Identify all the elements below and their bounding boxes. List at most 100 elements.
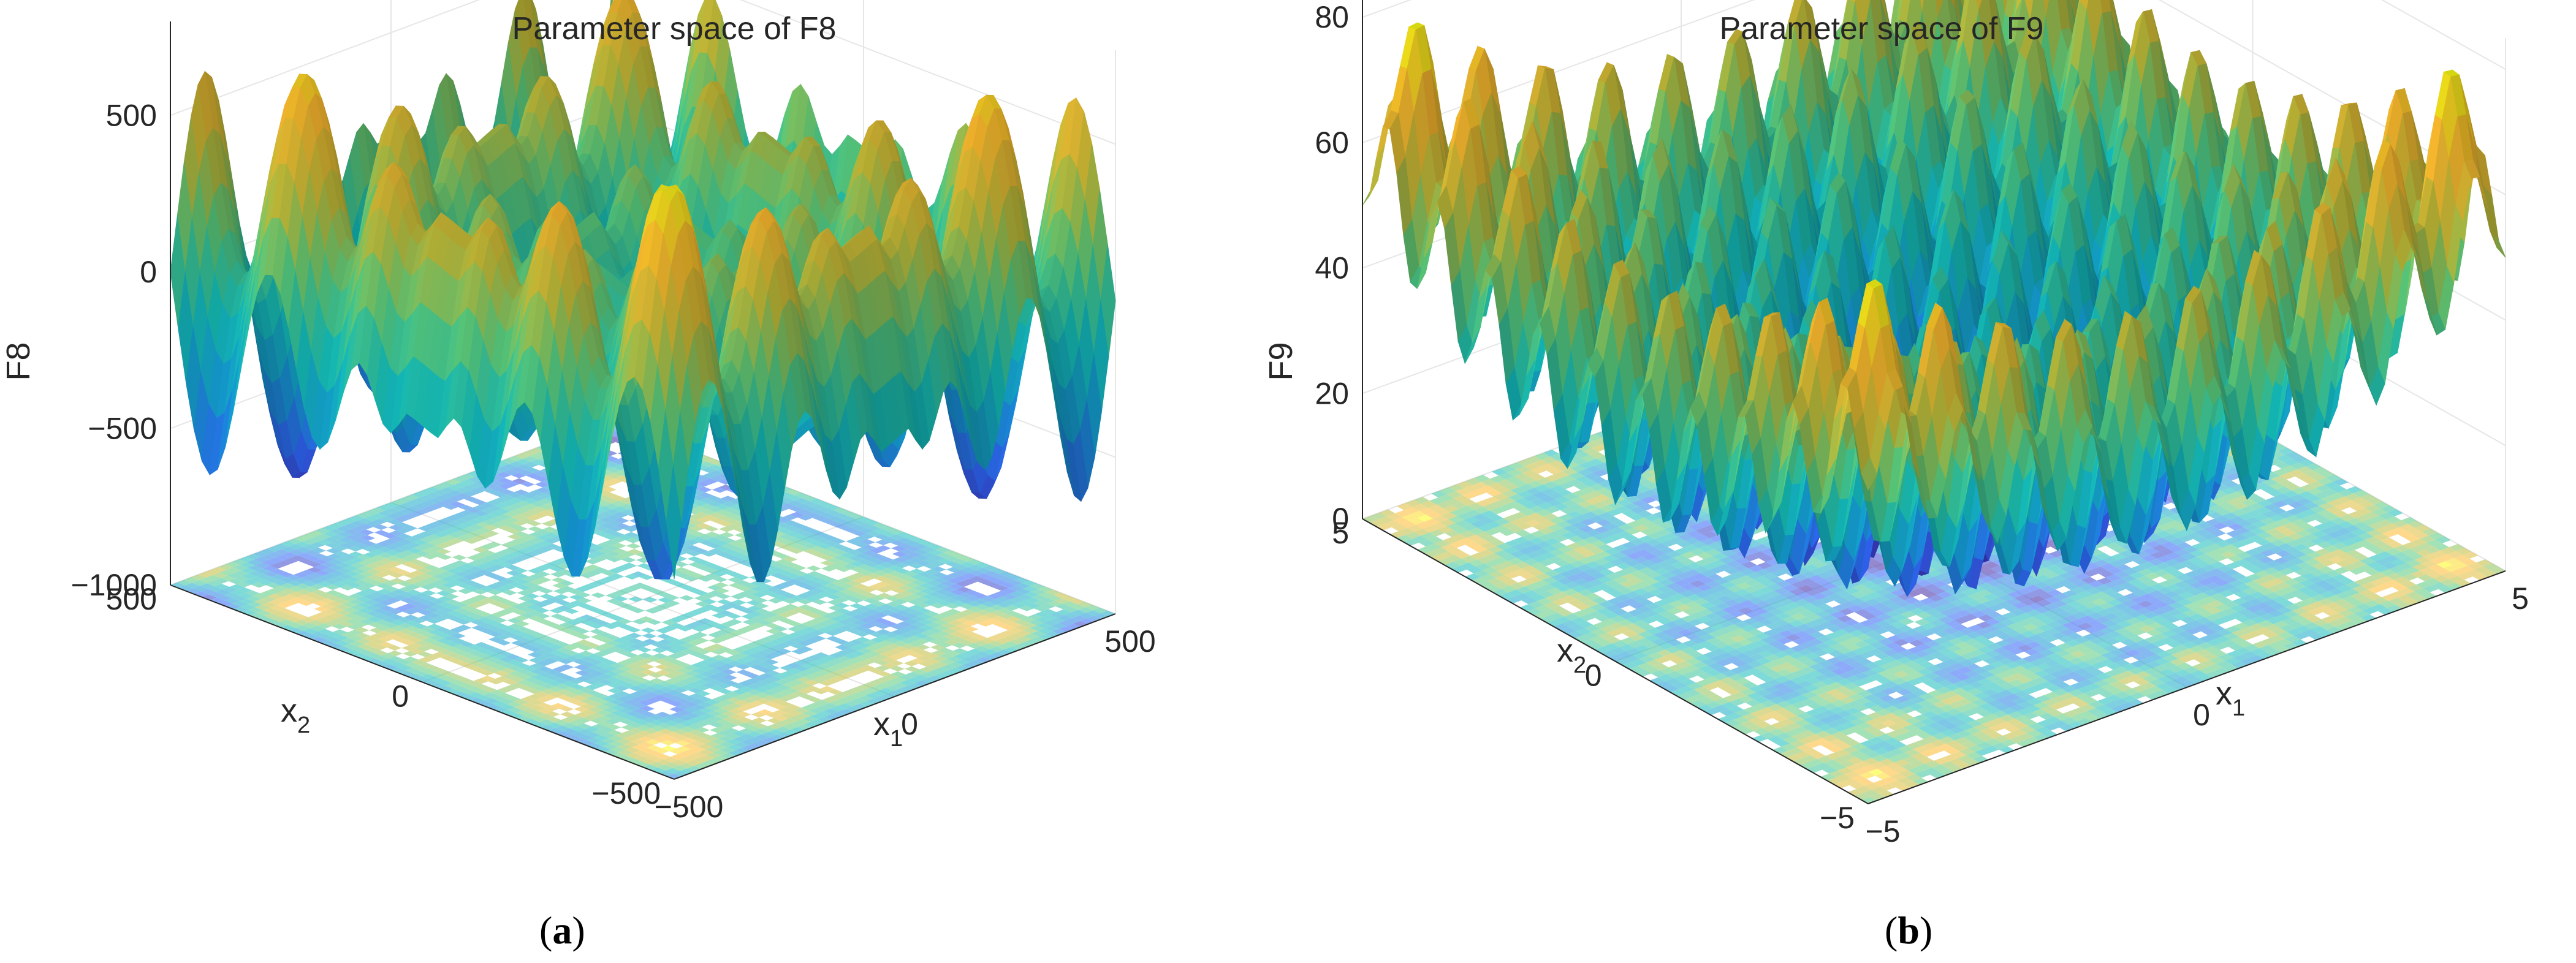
- contour-cell: [462, 658, 477, 664]
- contour-cell: [595, 657, 610, 663]
- contour-cell: [519, 643, 534, 649]
- contour-cell: [351, 610, 367, 616]
- contour-cell: [722, 674, 737, 681]
- contour-cell: [710, 643, 725, 649]
- contour-cell: [441, 576, 456, 583]
- contour-cell: [477, 659, 493, 665]
- contour-cell: [343, 518, 358, 524]
- contour-cell: [786, 704, 802, 711]
- contour-cell: [554, 678, 569, 684]
- contour-cell: [655, 664, 670, 670]
- contour-cell: [395, 570, 411, 576]
- contour-cell: [552, 667, 568, 673]
- contour-cell: [414, 551, 430, 557]
- contour-cell: [588, 617, 603, 624]
- contour-cell: [732, 689, 748, 695]
- contour-cell: [762, 690, 777, 696]
- contour-cell: [671, 760, 686, 766]
- contour-cell: [555, 725, 570, 731]
- contour-cell: [746, 725, 761, 731]
- contour-cell: [270, 610, 286, 616]
- contour-cell: [435, 668, 450, 674]
- contour-cell: [280, 583, 295, 589]
- contour-cell: [421, 674, 436, 680]
- contour-cell: [406, 548, 422, 554]
- contour-cell: [534, 649, 550, 655]
- contour-cell: [620, 719, 635, 725]
- contour-cell: [427, 624, 443, 630]
- contour-cell: [317, 539, 332, 545]
- contour-cell: [356, 638, 371, 644]
- contour-cell: [545, 711, 560, 717]
- contour-cell: [349, 641, 365, 647]
- contour-cell: [690, 698, 705, 704]
- contour-cell: [693, 632, 708, 638]
- contour-cell: [428, 545, 443, 551]
- contour-cell: [503, 679, 518, 685]
- contour-cell: [313, 559, 329, 565]
- contour-cell: [575, 628, 590, 634]
- contour-cell: [642, 633, 657, 639]
- contour-cell: [547, 722, 562, 728]
- contour-cell: [460, 605, 476, 611]
- contour-cell: [675, 698, 690, 704]
- contour-cell: [265, 576, 280, 583]
- contour-cell: [564, 692, 579, 698]
- contour-cell: [348, 551, 363, 557]
- contour-cell: [576, 717, 591, 723]
- contour-cell: [572, 701, 588, 707]
- contour-cell: [615, 691, 630, 697]
- contour-cell: [495, 634, 511, 640]
- contour-cell: [748, 653, 763, 659]
- contour-cell: [590, 676, 606, 682]
- contour-cell: [541, 646, 557, 653]
- contour-cell: [376, 625, 391, 631]
- contour-cell: [655, 711, 671, 718]
- contour-cell: [610, 663, 625, 669]
- contour-cell: [631, 697, 646, 703]
- contour-cell: [400, 634, 415, 640]
- contour-cell: [312, 595, 327, 601]
- contour-cell: [378, 552, 393, 558]
- contour-cell: [454, 692, 469, 698]
- contour-cell: [639, 616, 654, 622]
- contour-cell: [617, 702, 633, 708]
- contour-cell: [720, 747, 735, 753]
- contour-cell: [432, 568, 447, 574]
- contour-cell: [593, 735, 609, 741]
- contour-cell: [515, 579, 530, 585]
- contour-cell: [724, 728, 740, 734]
- contour-cell: [533, 644, 549, 650]
- contour-cell: [406, 632, 422, 638]
- contour-cell: [507, 623, 523, 629]
- contour-cell: [352, 574, 368, 580]
- contour-cell: [375, 577, 390, 583]
- contour-cell: [185, 583, 200, 589]
- contour-cell: [411, 570, 426, 576]
- contour-cell: [552, 583, 568, 589]
- contour-cell: [673, 729, 688, 735]
- contour-cell: [550, 613, 566, 619]
- contour-cell: [746, 684, 761, 690]
- contour-cell: [560, 627, 576, 634]
- contour-cell: [471, 583, 487, 589]
- contour-cell: [546, 717, 561, 723]
- contour-cell: [676, 704, 691, 710]
- contour-cell: [639, 700, 654, 706]
- contour-cell: [715, 677, 731, 683]
- contour-cell: [376, 583, 391, 589]
- contour-cell: [523, 629, 539, 635]
- contour-cell: [648, 672, 664, 678]
- contour-cell: [275, 549, 290, 555]
- contour-cell: [540, 641, 555, 647]
- contour-cell: [672, 640, 688, 646]
- contour-cell: [486, 625, 501, 632]
- contour-cell: [385, 549, 400, 556]
- contour-cell: [364, 557, 379, 564]
- contour-cell: [704, 741, 720, 747]
- contour-cell: [273, 543, 289, 549]
- contour-cell: [517, 674, 532, 680]
- contour-cell: [585, 732, 601, 738]
- contour-cell: [531, 632, 547, 638]
- contour-cell: [453, 602, 468, 608]
